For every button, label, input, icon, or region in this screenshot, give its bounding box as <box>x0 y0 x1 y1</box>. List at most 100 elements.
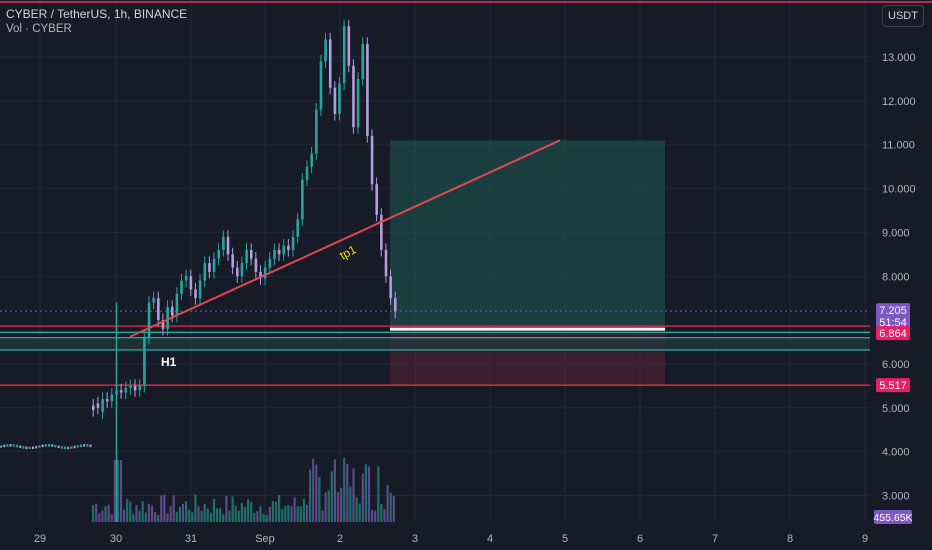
volume-bar <box>259 506 262 522</box>
tp1-label: tp1 <box>337 242 359 262</box>
volume-bar <box>126 498 129 522</box>
price-tick-label: 11.000 <box>882 140 915 152</box>
candle-body <box>273 249 276 259</box>
volume-bar <box>113 460 116 522</box>
volume-bar <box>123 509 126 522</box>
candle-small <box>6 444 9 447</box>
target-zone <box>390 140 665 327</box>
volume-bar <box>92 505 95 522</box>
candle-body <box>124 388 128 393</box>
h1-label: H1 <box>161 355 177 369</box>
volume-bar <box>371 509 374 522</box>
volume-bar <box>129 501 132 522</box>
volume-bar <box>265 514 268 522</box>
candle-body <box>129 385 132 389</box>
volume-bar <box>340 487 343 522</box>
volume-bar <box>299 506 302 522</box>
volume-bar <box>178 506 181 522</box>
volume-bar <box>318 476 321 522</box>
volume-bar <box>107 504 110 522</box>
candle-small <box>16 444 18 448</box>
candle-small <box>22 446 25 449</box>
volume-bar <box>271 501 274 522</box>
candle-body <box>236 267 239 277</box>
volume-bar <box>216 508 219 522</box>
time-tick-label: 8 <box>787 533 793 545</box>
candle-body <box>282 245 286 255</box>
price-tick-label: 4.000 <box>882 447 910 459</box>
volume-bar <box>305 504 309 522</box>
candle-body <box>119 390 123 393</box>
volume-bar <box>321 510 324 522</box>
time-tick-label: 2 <box>337 533 343 545</box>
candle-small <box>44 444 47 447</box>
candle-body <box>217 249 221 259</box>
candle-body <box>175 293 179 316</box>
candle-body <box>208 263 211 272</box>
volume-bar <box>231 496 234 522</box>
level-upper-badge-text: 6.864 <box>879 328 907 340</box>
candle-small <box>41 444 44 448</box>
candle-body <box>231 254 234 268</box>
volume-bar <box>110 514 113 522</box>
volume-bar <box>358 503 361 522</box>
volume-bar <box>290 506 293 522</box>
volume-bar <box>237 510 240 522</box>
volume-bar <box>163 494 166 522</box>
volume-bar <box>160 495 163 522</box>
volume-bar <box>150 505 154 522</box>
candle-body <box>356 78 360 128</box>
level-lower-badge-text: 5.517 <box>879 380 907 392</box>
candle-body <box>319 61 323 110</box>
candle-small <box>3 444 6 448</box>
chart-legend: CYBER / TetherUS, 1h, BINANCE Vol · CYBE… <box>6 7 187 37</box>
candle-body <box>194 289 197 299</box>
candle-small <box>76 445 79 448</box>
volume-bar <box>355 497 358 522</box>
volume-bar <box>389 492 392 522</box>
volume-bar <box>256 511 259 522</box>
volume-bar <box>392 495 395 522</box>
candle-small <box>32 446 34 449</box>
candle-body <box>361 43 365 79</box>
volume-bar <box>222 514 225 522</box>
volume-bar <box>336 492 340 522</box>
symbol-line: CYBER / TetherUS, 1h, BINANCE <box>6 7 188 21</box>
volume-bar <box>253 513 256 522</box>
candle-body <box>212 258 216 272</box>
candle-body <box>287 245 290 250</box>
candle-body <box>324 39 327 62</box>
candle-body <box>254 258 258 272</box>
volume-bar <box>101 510 104 522</box>
currency-button[interactable]: USDT <box>882 5 924 27</box>
candle-body <box>296 219 300 237</box>
candle-small <box>48 444 50 447</box>
stop-zone <box>390 326 665 386</box>
volume-bar <box>144 512 147 522</box>
candle-body <box>166 306 169 329</box>
candle-small <box>12 444 15 447</box>
volume-bar <box>135 505 138 522</box>
volume-bar <box>268 506 271 522</box>
candle-body <box>245 249 248 264</box>
candle-body <box>347 26 351 66</box>
volume-bar <box>154 512 157 522</box>
candle-body <box>184 276 188 281</box>
candle-body <box>366 43 369 136</box>
time-tick-label: 9 <box>862 533 868 545</box>
candle-body <box>291 236 295 250</box>
time-tick-label: Sep <box>255 533 275 545</box>
volume-bar <box>324 492 327 522</box>
candle-small <box>86 444 89 447</box>
candle-small <box>80 444 82 447</box>
candle-body <box>338 83 341 115</box>
volume-bar <box>247 499 250 522</box>
candle-body <box>105 399 109 402</box>
candle-small <box>25 446 28 450</box>
volume-bar <box>212 498 216 522</box>
volume-bar <box>284 506 287 522</box>
volume-bar <box>315 464 318 522</box>
volume-bar <box>188 509 191 522</box>
